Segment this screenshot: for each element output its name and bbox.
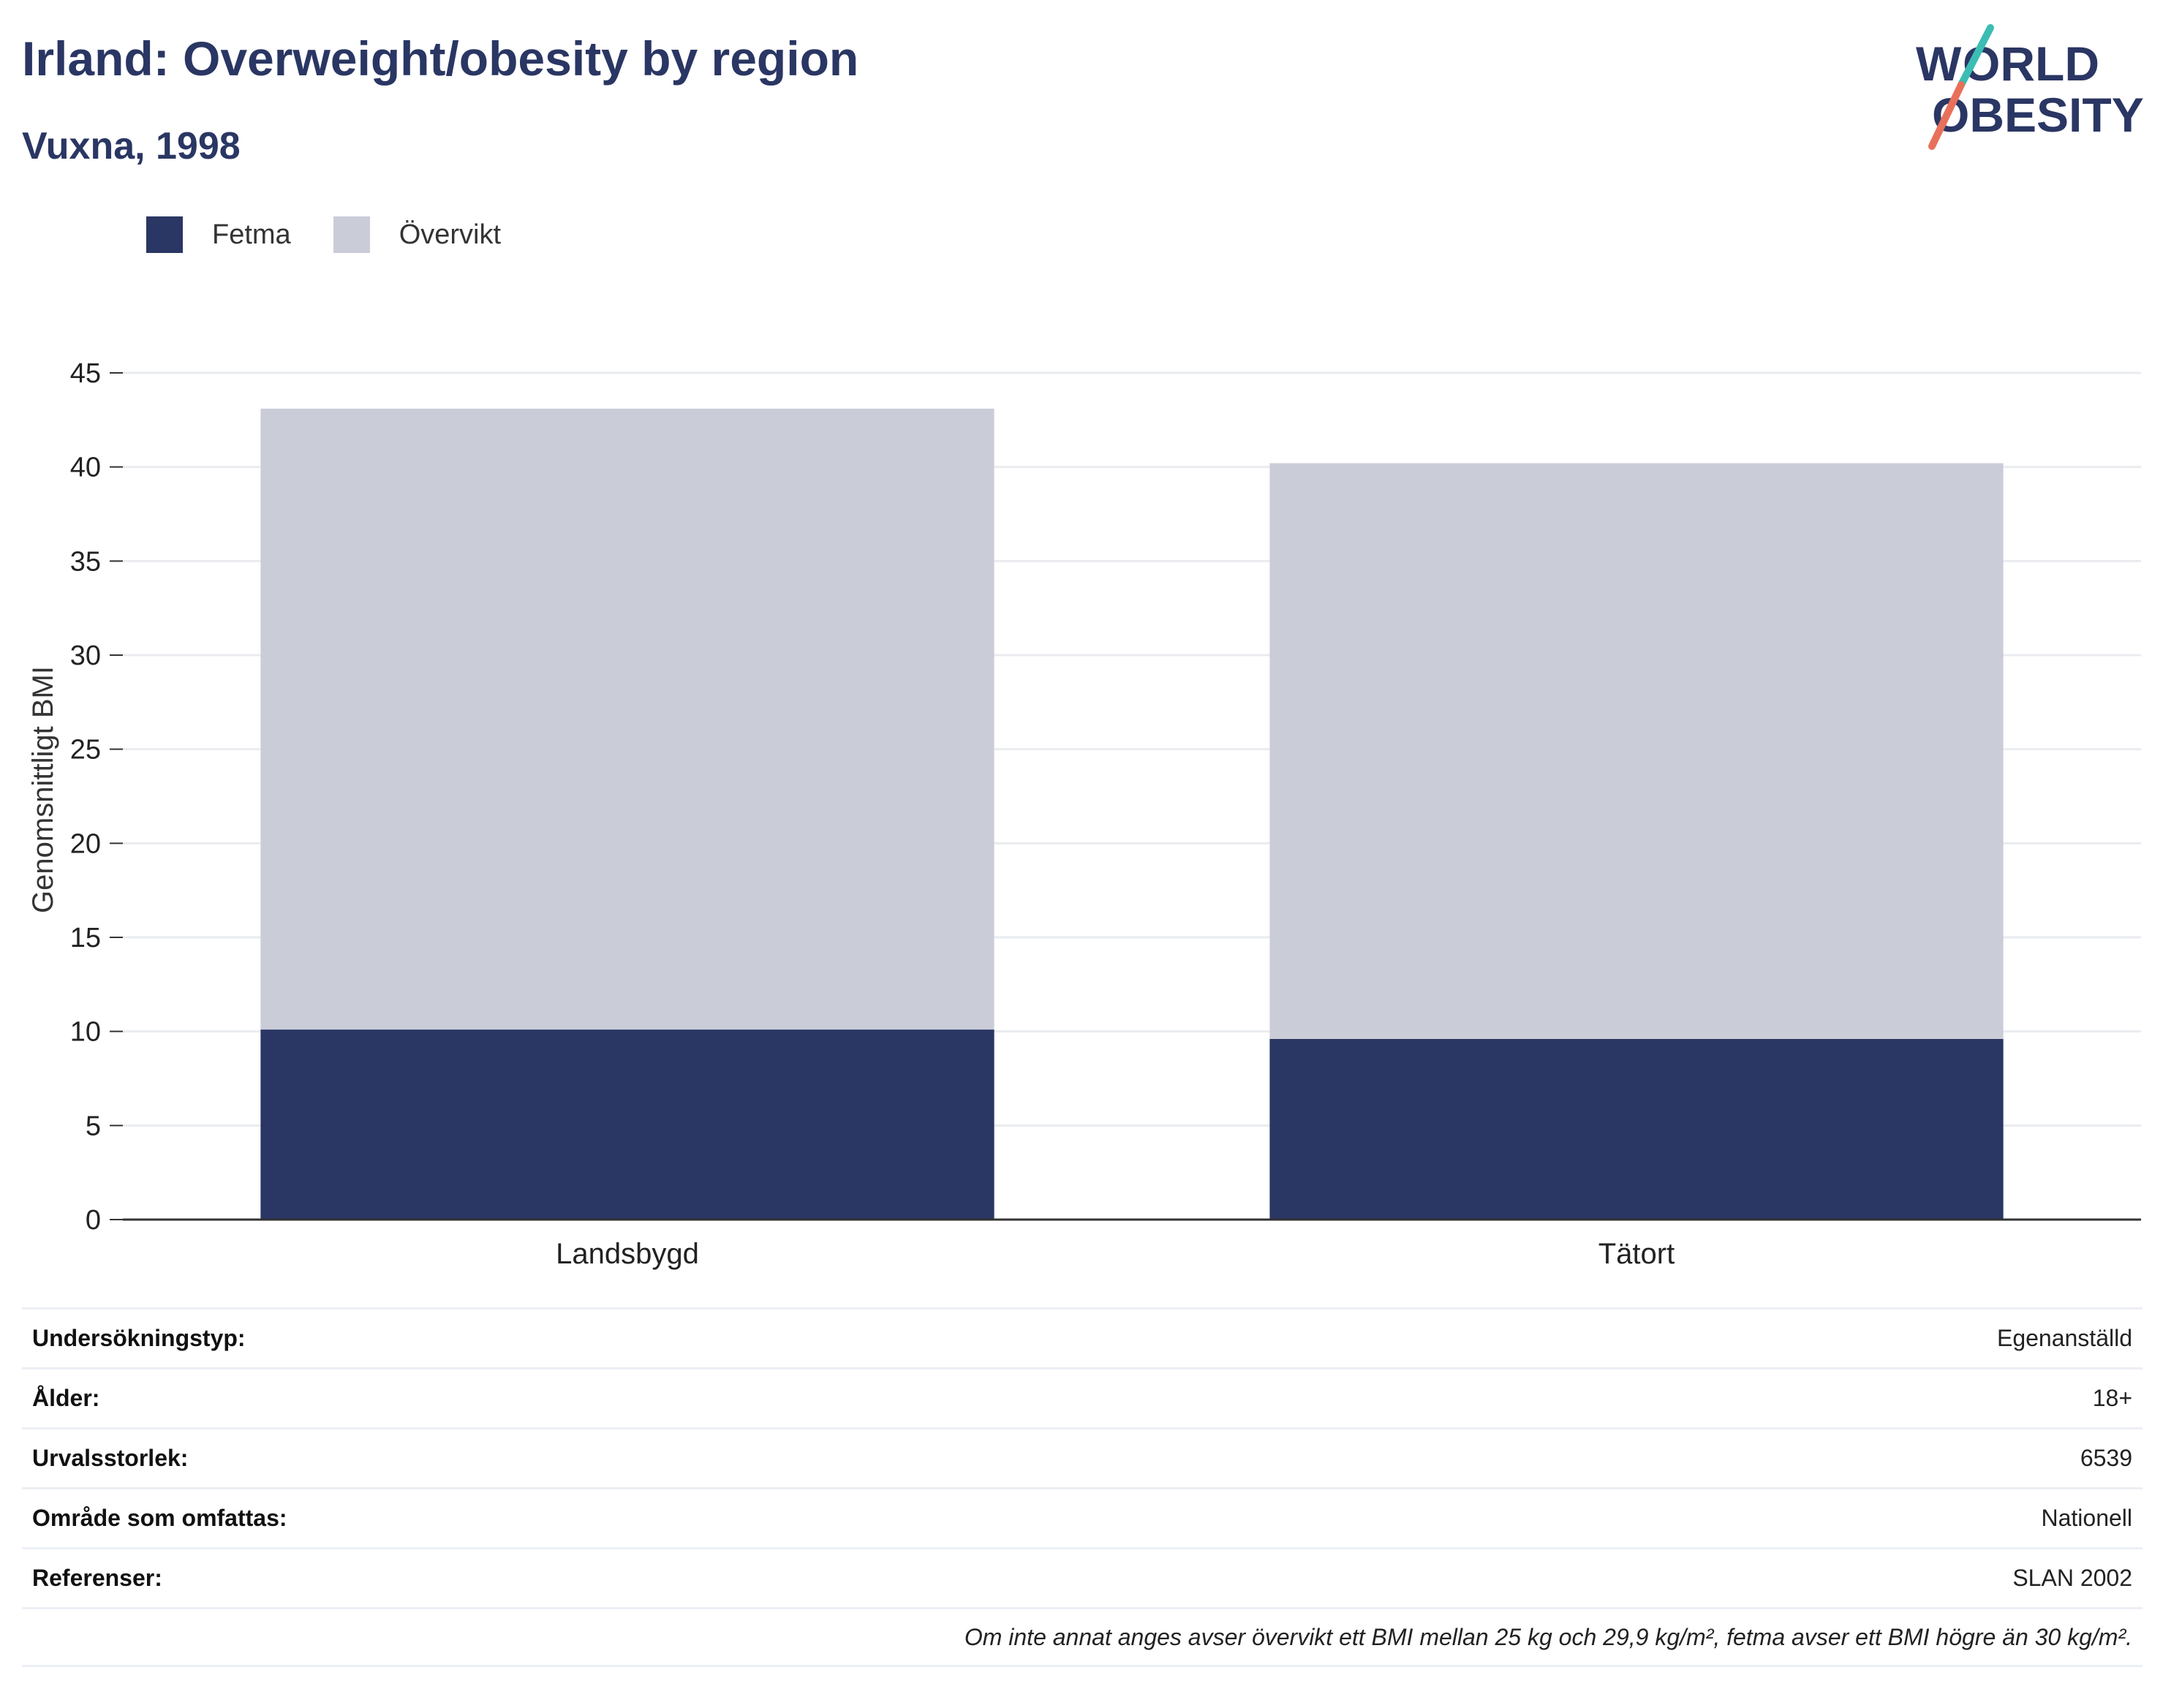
- info-value: SLAN 2002: [2012, 1565, 2132, 1591]
- x-tick-label: Tätort: [1598, 1238, 1675, 1270]
- info-key: Undersökningstyp:: [32, 1325, 246, 1351]
- y-tick-label: 30: [70, 640, 101, 671]
- bar-fetma-0[interactable]: [260, 1029, 994, 1220]
- y-axis-label: Genomsnittligt BMI: [27, 666, 59, 913]
- legend-item-overvikt[interactable]: Övervikt: [333, 216, 501, 253]
- y-tick-label: 15: [70, 923, 101, 953]
- definition-note: Om inte annat anges avser övervikt ett B…: [22, 1607, 2143, 1667]
- info-row-survey-type: Undersökningstyp: Egenanställd: [22, 1307, 2143, 1367]
- page-title: Irland: Overweight/obesity by region: [22, 31, 859, 86]
- info-row-references: Referenser: SLAN 2002: [22, 1547, 2143, 1607]
- y-tick-label: 45: [70, 358, 101, 389]
- info-value: 6539: [2080, 1445, 2132, 1471]
- info-row-sample-size: Urvalsstorlek: 6539: [22, 1427, 2143, 1487]
- y-tick-label: 10: [70, 1017, 101, 1048]
- svg-text:OBESITY: OBESITY: [1932, 88, 2144, 142]
- info-row-age: Ålder: 18+: [22, 1367, 2143, 1427]
- stacked-bar-chart: 0 5 10 15 20 25 30 35 40 45 Landsbygd Tätort Genoms…: [27, 358, 2141, 1270]
- y-tick-label: 25: [70, 735, 101, 766]
- x-tick-label: Landsbygd: [556, 1238, 699, 1270]
- definition-note-text: Om inte annat anges avser övervikt ett B…: [964, 1623, 2132, 1650]
- bar-fetma-1[interactable]: [1269, 1038, 2004, 1220]
- info-key: Urvalsstorlek:: [32, 1445, 189, 1471]
- legend-item-fetma[interactable]: Fetma: [146, 216, 291, 253]
- info-key: Ålder:: [32, 1385, 100, 1411]
- world-obesity-logo: W ORLD OBESITY: [1916, 24, 2144, 150]
- bar--vervikt-0[interactable]: [260, 408, 994, 1030]
- info-row-area: Område som omfattas: Nationell: [22, 1487, 2143, 1547]
- y-tick-label: 40: [70, 453, 101, 483]
- chart-legend: Fetma Övervikt: [146, 216, 543, 253]
- info-key: Referenser:: [32, 1565, 162, 1591]
- info-value: Egenanställd: [1996, 1325, 2132, 1351]
- info-value: Nationell: [2041, 1505, 2132, 1531]
- y-tick-label: 20: [70, 828, 101, 859]
- legend-swatch-overvikt: [333, 216, 370, 253]
- legend-swatch-fetma: [146, 216, 183, 253]
- svg-text:W: W: [1916, 37, 1962, 91]
- info-value: 18+: [2092, 1385, 2132, 1411]
- legend-label-overvikt: Övervikt: [399, 219, 502, 250]
- y-tick-label: 35: [70, 546, 101, 577]
- y-tick-label: 5: [86, 1111, 101, 1141]
- svg-text:ORLD: ORLD: [1963, 37, 2099, 91]
- legend-label-fetma: Fetma: [212, 219, 291, 250]
- survey-info-table: Undersökningstyp: Egenanställd Ålder: 18…: [22, 1307, 2143, 1667]
- page-subtitle: Vuxna, 1998: [22, 125, 241, 167]
- bars: [260, 408, 2004, 1220]
- info-key: Område som omfattas:: [32, 1505, 287, 1531]
- bar--vervikt-1[interactable]: [1269, 463, 2004, 1039]
- axes: 0 5 10 15 20 25 30 35 40 45 Landsbygd Tätort: [70, 358, 2141, 1270]
- y-tick-label: 0: [86, 1205, 101, 1236]
